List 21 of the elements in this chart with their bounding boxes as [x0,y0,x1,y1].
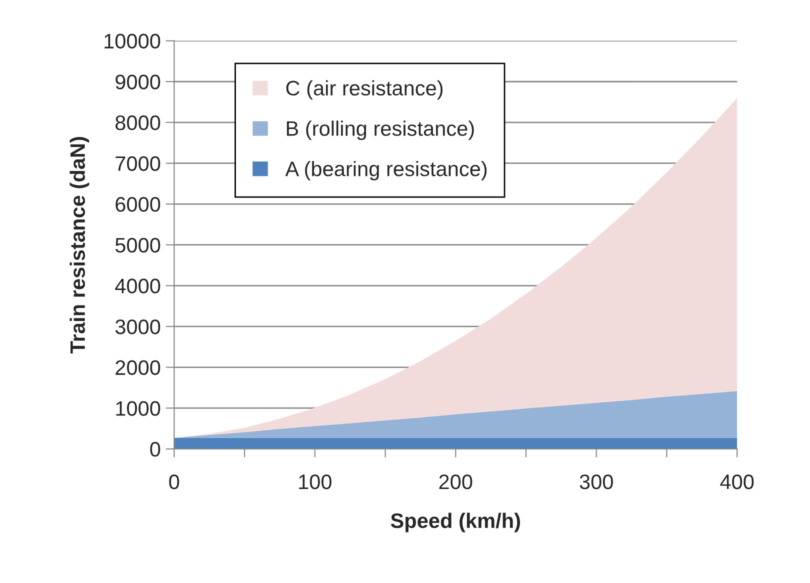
y-tick-label: 1000 [116,401,160,416]
x-tick-label: 0 [169,474,180,490]
x-axis-title: Speed (km/h) [390,512,520,532]
legend-label: A (bearing resistance) [285,160,487,180]
y-tick-label: 2000 [116,360,160,376]
x-tick-label: 100 [299,474,332,490]
x-tick-label: 200 [439,474,472,490]
y-tick-label: 4000 [115,278,160,294]
y-axis-title: Train resistance (daN) [70,137,90,354]
y-tick-label: 7000 [116,156,160,171]
y-tick-label: 0 [150,442,160,457]
y-tick-label: 9000 [116,74,160,90]
y-tick-label: 10000 [104,34,160,49]
legend-label: C (air resistance) [286,80,443,100]
y-tick-label: 5000 [115,238,160,253]
y-tick-label: 6000 [116,197,160,212]
x-tick-label: 300 [580,474,613,490]
y-tick-label: 3000 [115,319,160,334]
legend-label: B (rolling resistance) [286,120,474,140]
x-tick-label: 400 [720,474,754,490]
y-tick-label: 8000 [116,115,160,130]
